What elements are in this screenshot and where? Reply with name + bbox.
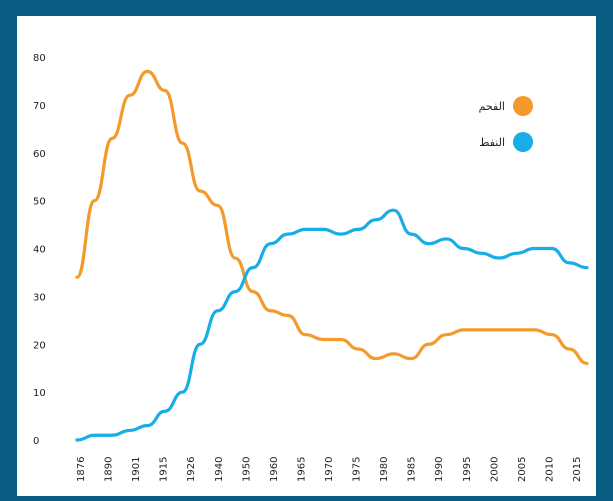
y-tick-label: 60	[33, 149, 46, 160]
oil-legend-marker	[513, 132, 533, 152]
x-tick-label: 2000	[489, 457, 500, 482]
y-tick-label: 40	[33, 245, 46, 256]
coal-legend-marker	[513, 96, 533, 116]
oil-series-line	[75, 208, 589, 442]
x-tick-label: 1960	[269, 457, 280, 482]
y-tick-label: 50	[33, 197, 46, 208]
line-chart: 0 10 20 30 40 50 60 70 80 1876 1890 1901 1915 1926 194…	[33, 53, 589, 482]
x-tick-label: 1940	[214, 457, 225, 482]
x-tick-label: 1926	[186, 457, 197, 482]
x-tick-label: 1901	[131, 457, 142, 482]
x-tick-label: 1990	[434, 457, 445, 482]
y-tick-label: 10	[33, 388, 46, 399]
y-tick-label: 0	[33, 436, 39, 447]
y-tick-label: 70	[33, 101, 46, 112]
y-tick-label: 30	[33, 292, 46, 303]
coal-legend-label: الفحم	[479, 100, 505, 113]
chart-panel: 0 10 20 30 40 50 60 70 80 1876 1890 1901 1915 1926 194…	[17, 16, 596, 496]
x-tick-label: 1995	[462, 457, 473, 482]
y-tick-label: 80	[33, 53, 46, 64]
x-tick-label: 1975	[352, 457, 363, 482]
x-tick-label: 1890	[104, 457, 115, 482]
x-tick-label: 2005	[517, 457, 528, 482]
x-tick-label: 2015	[572, 457, 583, 482]
x-tick-label: 1915	[159, 457, 170, 482]
x-tick-label: 1980	[379, 457, 390, 482]
coal-series-line	[75, 69, 589, 365]
x-tick-label: 1970	[324, 457, 335, 482]
x-tick-label: 2010	[544, 457, 555, 482]
x-tick-label: 1965	[296, 457, 307, 482]
y-tick-label: 20	[33, 340, 46, 351]
x-tick-label: 1985	[407, 457, 418, 482]
x-tick-label: 1876	[76, 457, 87, 482]
x-tick-label: 1950	[241, 457, 252, 482]
oil-legend-label: النفط	[479, 136, 505, 149]
